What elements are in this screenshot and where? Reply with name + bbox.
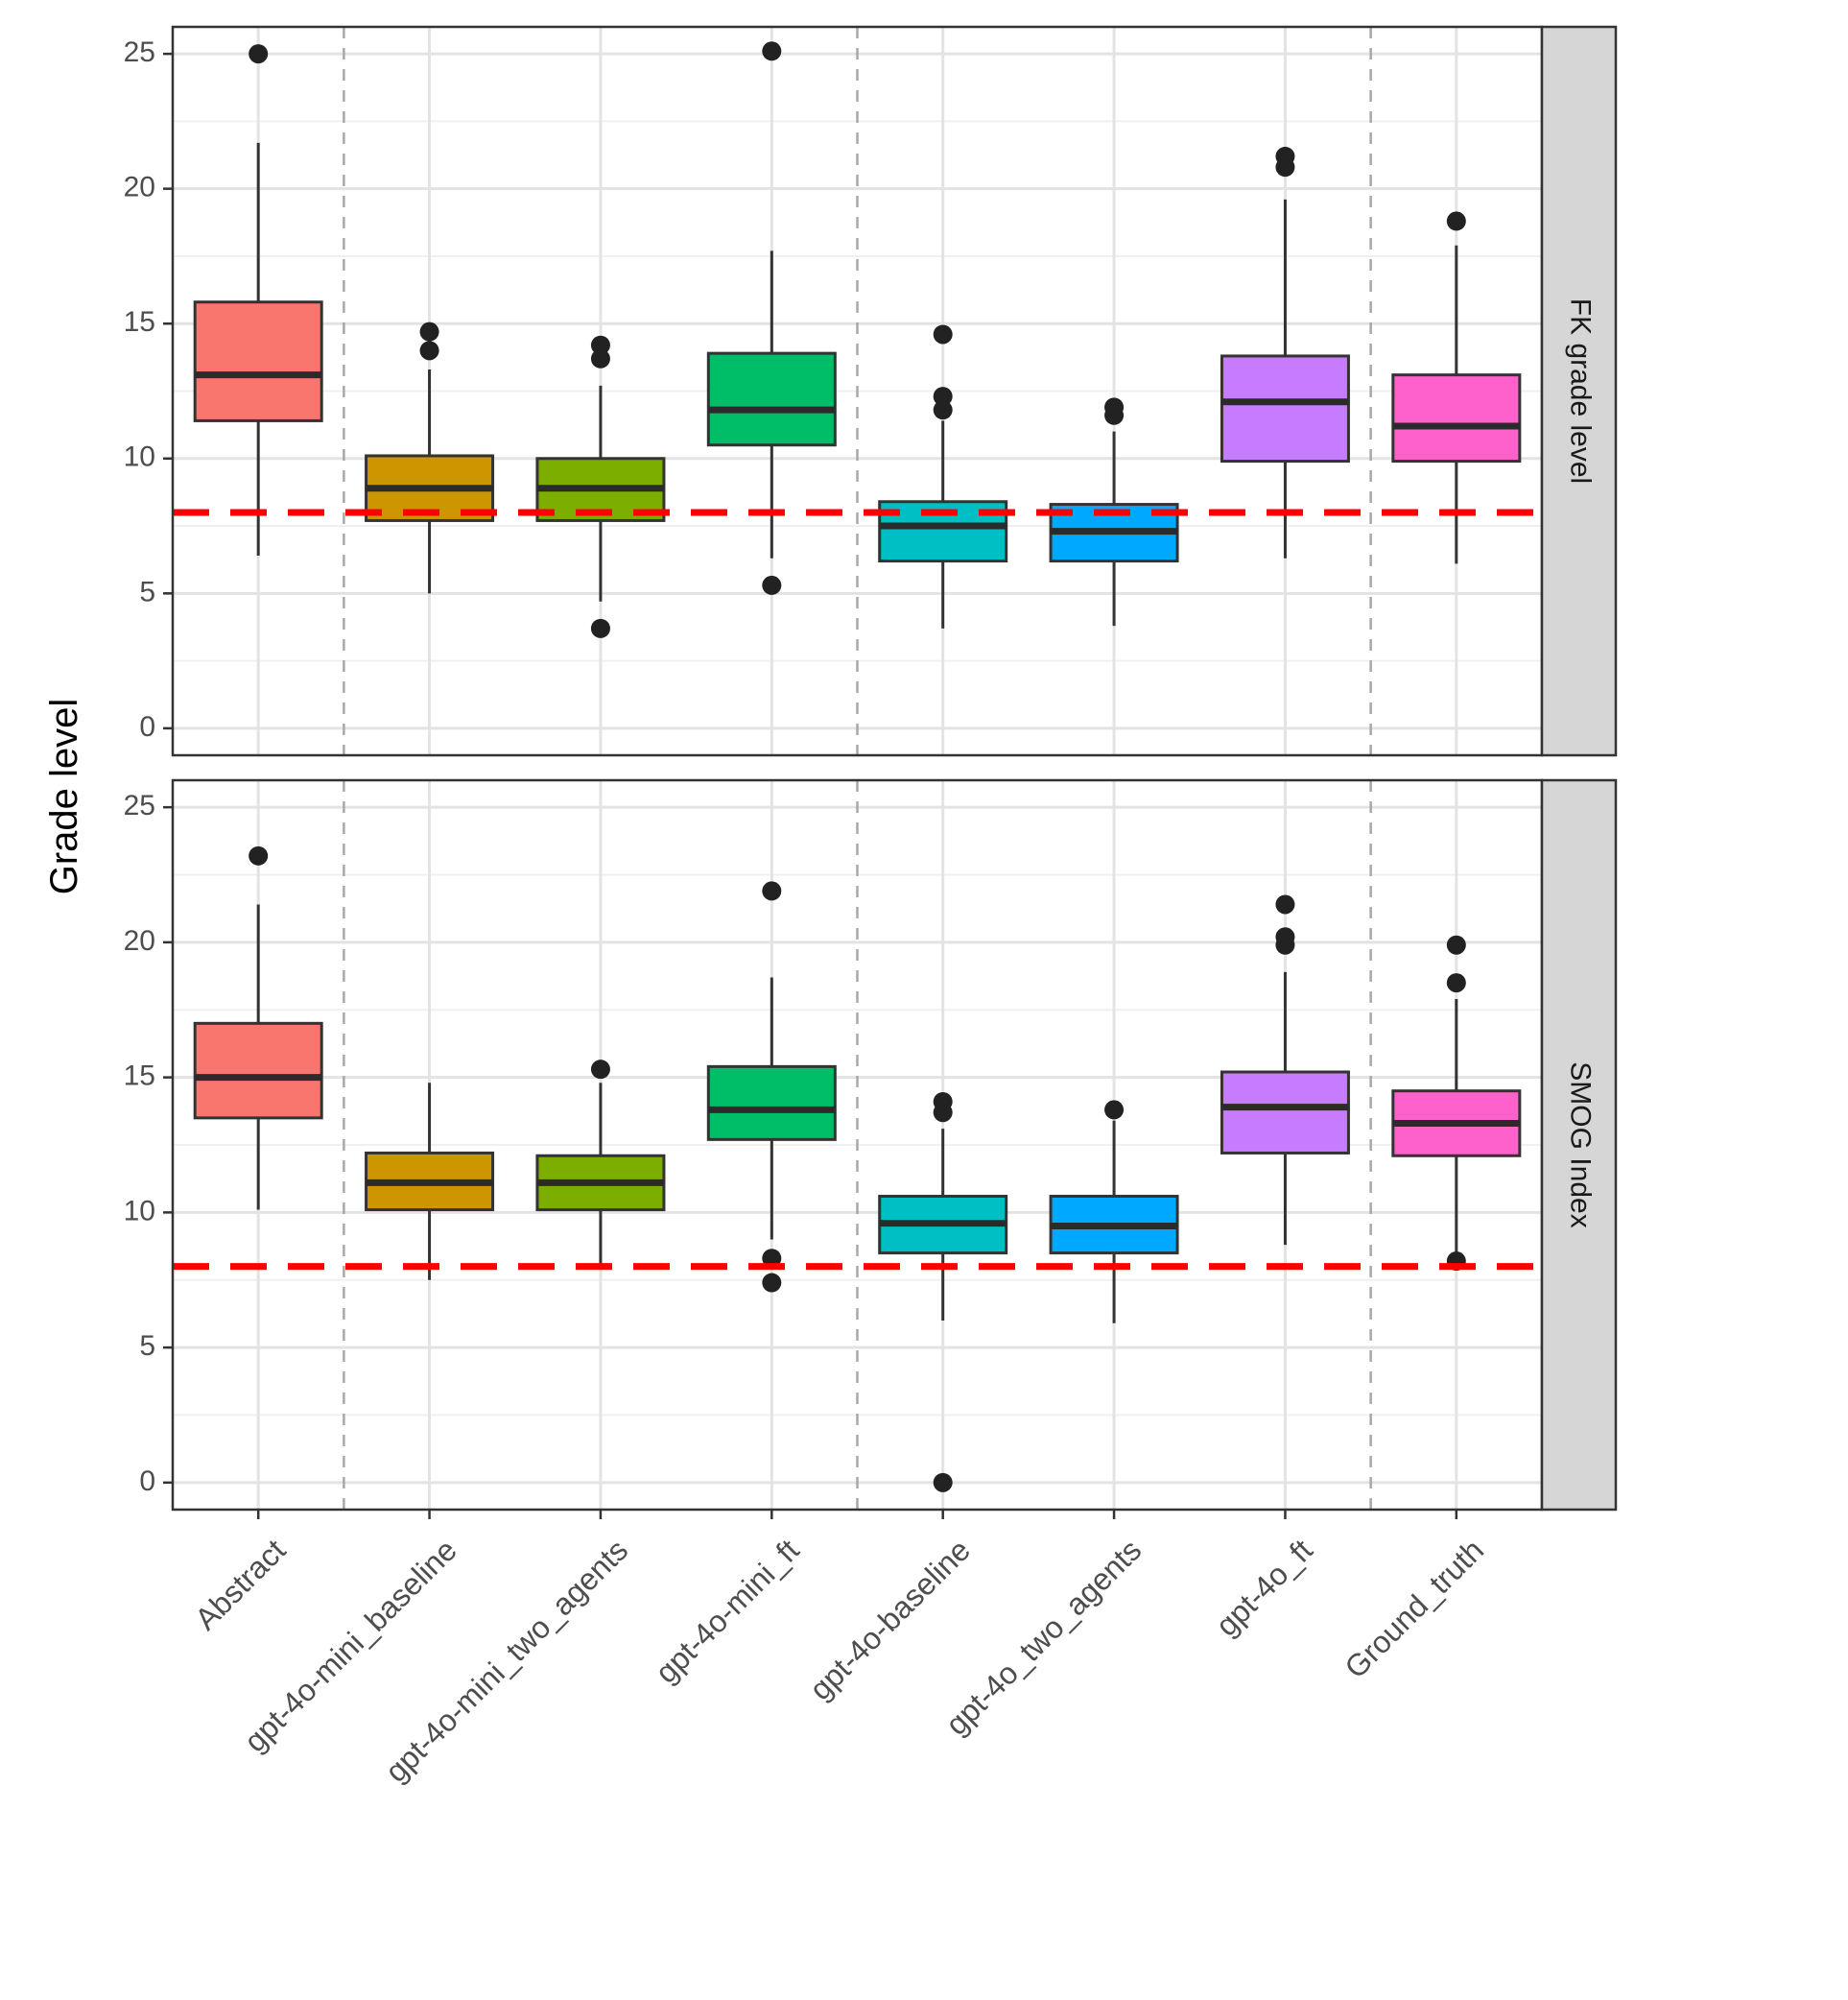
- outlier-point: [590, 1060, 610, 1080]
- outlier-point: [762, 1273, 782, 1293]
- box-gpt-4o-baseline: [878, 1091, 1008, 1492]
- x-tick-label: gpt-4o_two_agents: [938, 1533, 1148, 1742]
- outlier-point: [1104, 397, 1125, 417]
- outlier-point: [590, 335, 610, 355]
- box-gpt-4o-mini_two_agents: [535, 1060, 666, 1267]
- facet-strips: FK grade level SMOG Index: [1540, 25, 1618, 1512]
- y-tick-label: 10: [124, 1195, 155, 1226]
- group-separators: [343, 27, 1372, 1510]
- outlier-point: [762, 41, 782, 61]
- box-iqr: [706, 1064, 837, 1141]
- y-tick-label: 5: [139, 576, 155, 607]
- box-Abstract: [193, 845, 323, 1210]
- outlier-point: [933, 1091, 953, 1111]
- outlier-point: [933, 324, 953, 345]
- outlier-point: [1275, 894, 1295, 915]
- y-tick-label: 15: [124, 1060, 155, 1092]
- box-gpt-4o-mini_ft: [706, 41, 837, 595]
- outlier-point: [590, 618, 610, 638]
- y-tick-label: 25: [124, 36, 155, 68]
- outlier-point: [1104, 1100, 1125, 1120]
- y-axis-title: Grade level: [43, 699, 85, 895]
- x-tick-label: gpt-4o-baseline: [803, 1533, 977, 1706]
- box-Ground_truth: [1391, 935, 1522, 1272]
- box-gpt-4o-mini_two_agents: [535, 335, 666, 638]
- box-Ground_truth: [1391, 211, 1522, 564]
- box-gpt-4o_ft: [1220, 146, 1350, 559]
- outlier-point: [419, 321, 439, 342]
- box-iqr: [1391, 373, 1522, 464]
- x-tick-label: gpt-4o-mini_ft: [649, 1533, 806, 1690]
- outlier-point: [590, 348, 610, 369]
- y-tick-label: 15: [124, 306, 155, 338]
- y-tick-label: 20: [124, 172, 155, 203]
- y-tick-label: 5: [139, 1330, 155, 1362]
- facet-strip-label: SMOG Index: [1565, 1061, 1597, 1227]
- outlier-point: [249, 845, 269, 866]
- outlier-point: [762, 575, 782, 595]
- facet-strip: [1540, 778, 1618, 1512]
- facet-strip-label: FK grade level: [1565, 298, 1597, 484]
- outlier-point: [1275, 146, 1295, 166]
- y-tick-label: 0: [139, 711, 155, 743]
- box-iqr: [706, 351, 837, 447]
- box-gpt-4o-mini_ft: [706, 881, 837, 1293]
- facet-strip: [1540, 25, 1618, 757]
- outlier-point: [933, 387, 953, 407]
- box-iqr: [193, 1021, 323, 1120]
- outlier-point: [249, 44, 269, 64]
- outlier-point: [1446, 973, 1466, 993]
- x-tick-label: Ground_truth: [1338, 1533, 1490, 1685]
- y-tick-label: 0: [139, 1465, 155, 1497]
- box-Abstract: [193, 44, 323, 556]
- outlier-point: [1275, 927, 1295, 947]
- outlier-point: [1446, 211, 1466, 231]
- y-tick-label: 20: [124, 925, 155, 957]
- outlier-point: [419, 341, 439, 361]
- box-iqr: [1220, 354, 1350, 464]
- box-gpt-4o_ft: [1220, 894, 1350, 1246]
- y-tick-label: 10: [124, 441, 155, 473]
- outlier-point: [933, 1472, 953, 1492]
- outlier-point: [1446, 935, 1466, 955]
- outlier-point: [762, 881, 782, 901]
- box-iqr: [193, 300, 323, 422]
- y-tick-label: 25: [124, 790, 155, 821]
- x-tick-label: Abstract: [188, 1533, 293, 1637]
- outlier-point: [933, 400, 953, 420]
- x-tick-label: gpt-4o_ft: [1209, 1533, 1319, 1643]
- box-gpt-4o_two_agents: [1049, 1100, 1179, 1323]
- box-iqr: [1220, 1070, 1350, 1155]
